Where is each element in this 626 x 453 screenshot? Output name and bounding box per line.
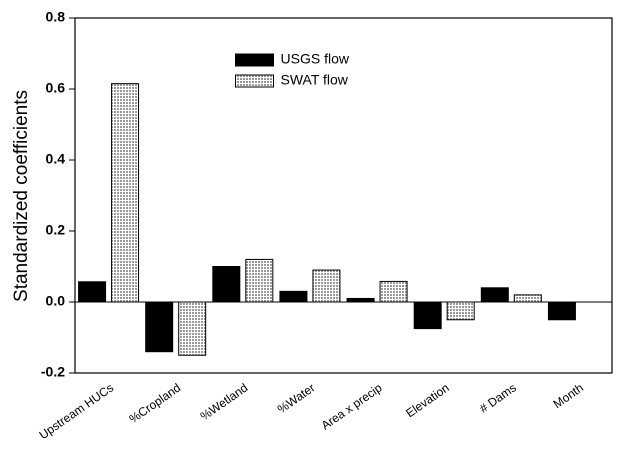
bar (212, 266, 241, 303)
bar (279, 290, 308, 303)
legend-label: SWAT flow (281, 72, 349, 88)
y-tick-label: 0.4 (46, 151, 66, 167)
bar (446, 301, 475, 321)
bar (178, 301, 207, 356)
bar (513, 294, 542, 303)
bar (547, 301, 576, 321)
x-tick-label: # Dams (477, 381, 519, 416)
plot-frame (74, 17, 613, 374)
bar (312, 269, 341, 303)
y-tick-label: -0.2 (41, 364, 65, 380)
y-axis-label: Standardized coefficients (11, 90, 32, 302)
legend-label: USGS flow (281, 51, 350, 67)
legend-swatch (235, 53, 274, 67)
x-tick-label: Upstream HUCs (37, 381, 117, 443)
x-tick-label: %Wetland (198, 381, 251, 424)
y-tick-label: 0.6 (46, 80, 66, 96)
x-tick-label: Elevation (403, 381, 451, 421)
bar (245, 258, 274, 303)
legend-swatch (235, 74, 274, 88)
bar (413, 301, 442, 330)
x-tick-label: Area x precip (319, 380, 385, 432)
bar (145, 301, 174, 353)
bar (379, 280, 408, 303)
bar (480, 287, 509, 303)
y-tick-label: 0.2 (46, 222, 66, 238)
x-tick-label: %Water (275, 381, 318, 417)
bar (78, 281, 107, 303)
bar (111, 83, 140, 303)
x-tick-label: Month (551, 381, 586, 412)
y-tick-label: 0.0 (46, 293, 66, 309)
x-tick-label: %Cropland (127, 381, 184, 427)
bar (346, 297, 375, 303)
y-tick-label: 0.8 (46, 9, 66, 25)
